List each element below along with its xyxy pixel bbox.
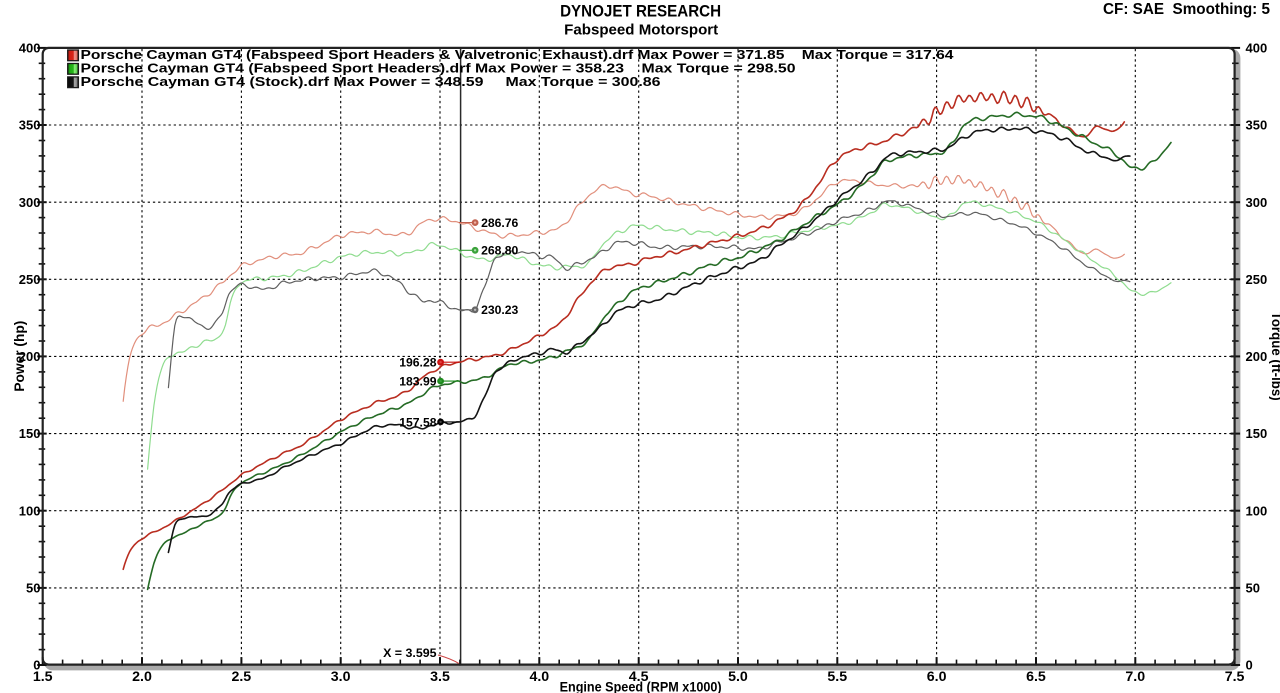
svg-text:Power (hp): Power (hp) [12,321,27,392]
svg-text:100: 100 [19,503,41,518]
svg-text:157.58: 157.58 [399,415,436,429]
svg-text:2.0: 2.0 [132,669,152,685]
svg-text:400: 400 [1246,40,1268,55]
svg-text:300: 300 [1246,195,1268,210]
svg-text:300: 300 [19,195,41,210]
svg-text:3.0: 3.0 [331,669,351,685]
svg-text:350: 350 [19,118,41,133]
svg-text:Porsche Cayman GT4 (Fabspeed S: Porsche Cayman GT4 (Fabspeed Sport Heade… [81,47,955,62]
svg-text:1.5: 1.5 [33,669,53,685]
svg-text:268.80: 268.80 [481,244,518,258]
svg-text:DYNOJET RESEARCH: DYNOJET RESEARCH [560,3,721,21]
svg-text:2.5: 2.5 [231,669,251,685]
svg-text:X = 3.595: X = 3.595 [383,646,437,660]
svg-text:4.0: 4.0 [529,669,549,685]
svg-text:CF: SAE Smoothing: 5: CF: SAE Smoothing: 5 [1103,1,1270,18]
svg-text:50: 50 [1246,580,1260,595]
svg-text:Porsche Cayman GT4 (Stock).drf: Porsche Cayman GT4 (Stock).drf Max Power… [81,74,661,89]
svg-text:286.76: 286.76 [481,216,518,230]
svg-text:50: 50 [26,580,40,595]
svg-text:3.5: 3.5 [430,669,450,685]
svg-text:7.5: 7.5 [1225,669,1245,685]
svg-text:4.5: 4.5 [629,669,649,685]
svg-text:200: 200 [19,349,41,364]
svg-text:5.0: 5.0 [728,669,748,685]
svg-text:150: 150 [1246,426,1268,441]
svg-text:Fabspeed Motorsport: Fabspeed Motorsport [564,23,718,39]
svg-text:183.99: 183.99 [399,375,436,389]
svg-text:350: 350 [1246,118,1268,133]
svg-text:0: 0 [1246,658,1253,673]
svg-text:Torque (ft-lbs): Torque (ft-lbs) [1269,312,1280,401]
svg-text:150: 150 [19,426,41,441]
svg-text:196.28: 196.28 [399,356,436,370]
svg-text:Engine Speed (RPM x1000): Engine Speed (RPM x1000) [560,679,722,693]
svg-text:250: 250 [1246,272,1268,287]
svg-text:7.0: 7.0 [1125,669,1145,685]
svg-text:0: 0 [33,658,40,673]
svg-text:6.5: 6.5 [1026,669,1046,685]
svg-text:100: 100 [1246,503,1268,518]
svg-text:230.23: 230.23 [481,303,518,317]
svg-text:200: 200 [1246,349,1268,364]
svg-text:5.5: 5.5 [827,669,847,685]
svg-text:400: 400 [19,40,41,55]
svg-text:250: 250 [19,272,41,287]
svg-text:6.0: 6.0 [927,669,947,685]
svg-text:Porsche Cayman GT4 (Fabspeed S: Porsche Cayman GT4 (Fabspeed Sport Heade… [81,61,796,76]
